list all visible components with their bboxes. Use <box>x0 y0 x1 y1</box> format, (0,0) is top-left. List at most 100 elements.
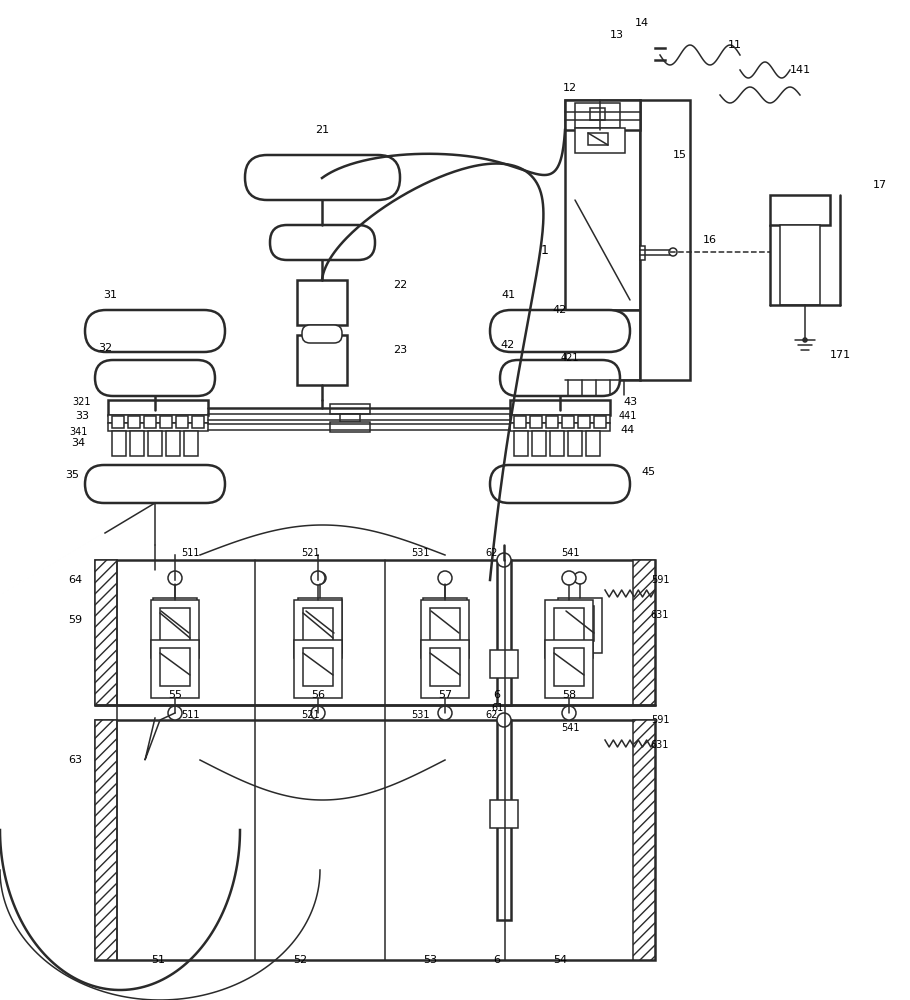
Bar <box>545 640 593 698</box>
Bar <box>565 100 640 130</box>
Ellipse shape <box>311 571 325 585</box>
Text: 14: 14 <box>635 18 649 28</box>
Ellipse shape <box>497 553 511 567</box>
Bar <box>588 133 608 145</box>
Bar <box>640 100 690 380</box>
Bar <box>95 720 655 960</box>
Text: 341: 341 <box>69 427 87 437</box>
Text: 61: 61 <box>490 703 503 713</box>
Bar <box>176 416 188 428</box>
Text: 21: 21 <box>315 125 329 135</box>
FancyBboxPatch shape <box>490 465 630 503</box>
Bar <box>153 598 197 653</box>
Text: 16: 16 <box>703 235 717 245</box>
Bar <box>330 422 370 432</box>
Bar <box>545 600 593 658</box>
Text: 62: 62 <box>486 548 498 558</box>
Bar <box>546 416 558 428</box>
Bar <box>421 640 469 698</box>
Text: 56: 56 <box>311 690 325 700</box>
Bar <box>780 225 820 305</box>
Bar <box>565 100 640 310</box>
Bar <box>297 280 347 325</box>
Text: 6: 6 <box>493 955 501 965</box>
Text: 631: 631 <box>651 740 669 750</box>
Ellipse shape <box>438 571 452 585</box>
Bar <box>294 600 342 658</box>
Bar <box>160 648 190 686</box>
Text: 44: 44 <box>621 425 635 435</box>
Bar <box>112 416 124 428</box>
Text: 321: 321 <box>73 397 91 407</box>
Text: 511: 511 <box>181 548 199 558</box>
Bar <box>562 416 574 428</box>
Bar <box>510 415 610 423</box>
Bar <box>590 108 605 120</box>
Bar <box>95 560 655 705</box>
Text: 531: 531 <box>410 710 430 720</box>
Bar <box>421 600 469 658</box>
Text: 531: 531 <box>410 548 430 558</box>
Text: 51: 51 <box>151 955 165 965</box>
Bar <box>430 608 460 646</box>
Bar <box>490 800 518 828</box>
Text: 15: 15 <box>673 150 687 160</box>
FancyBboxPatch shape <box>270 225 375 260</box>
Text: 53: 53 <box>423 955 437 965</box>
Bar <box>161 606 189 641</box>
Text: 55: 55 <box>168 690 182 700</box>
Bar <box>184 431 198 456</box>
Bar <box>160 416 172 428</box>
Text: 22: 22 <box>393 280 407 290</box>
Bar <box>108 423 208 431</box>
Ellipse shape <box>669 248 677 256</box>
FancyBboxPatch shape <box>85 310 225 352</box>
Text: 33: 33 <box>75 411 89 421</box>
FancyBboxPatch shape <box>95 360 215 396</box>
FancyBboxPatch shape <box>302 325 342 343</box>
Bar <box>575 128 625 153</box>
Bar <box>298 598 342 653</box>
Text: 63: 63 <box>68 755 82 765</box>
Text: 58: 58 <box>562 690 576 700</box>
Bar <box>423 598 467 653</box>
Bar <box>303 608 333 646</box>
Bar <box>108 400 208 415</box>
Bar <box>554 608 584 646</box>
Bar <box>578 416 590 428</box>
Bar <box>497 560 511 705</box>
Bar <box>128 416 140 428</box>
Text: 11: 11 <box>728 40 742 50</box>
Bar <box>532 431 546 456</box>
Text: 42: 42 <box>553 305 567 315</box>
Text: 31: 31 <box>103 290 117 300</box>
Text: 35: 35 <box>65 470 79 480</box>
Bar <box>550 431 564 456</box>
Bar <box>144 416 156 428</box>
Text: 17: 17 <box>873 180 887 190</box>
Ellipse shape <box>497 713 511 727</box>
Bar <box>558 598 602 653</box>
Ellipse shape <box>314 572 326 584</box>
Bar <box>340 414 360 422</box>
Bar <box>497 720 511 920</box>
Bar <box>303 648 333 686</box>
Bar <box>130 431 144 456</box>
Bar <box>112 431 126 456</box>
Text: 52: 52 <box>293 955 307 965</box>
Bar <box>594 416 606 428</box>
Ellipse shape <box>168 706 182 720</box>
Ellipse shape <box>562 571 576 585</box>
Text: 13: 13 <box>610 30 624 40</box>
Bar <box>586 431 600 456</box>
Text: 1: 1 <box>541 243 549 256</box>
Bar <box>148 431 162 456</box>
Text: 12: 12 <box>563 83 577 93</box>
Bar <box>192 416 204 428</box>
Bar <box>633 720 655 960</box>
Ellipse shape <box>562 706 576 720</box>
Ellipse shape <box>574 572 586 584</box>
Bar <box>151 640 199 698</box>
Text: 511: 511 <box>181 710 199 720</box>
Bar <box>575 103 620 128</box>
